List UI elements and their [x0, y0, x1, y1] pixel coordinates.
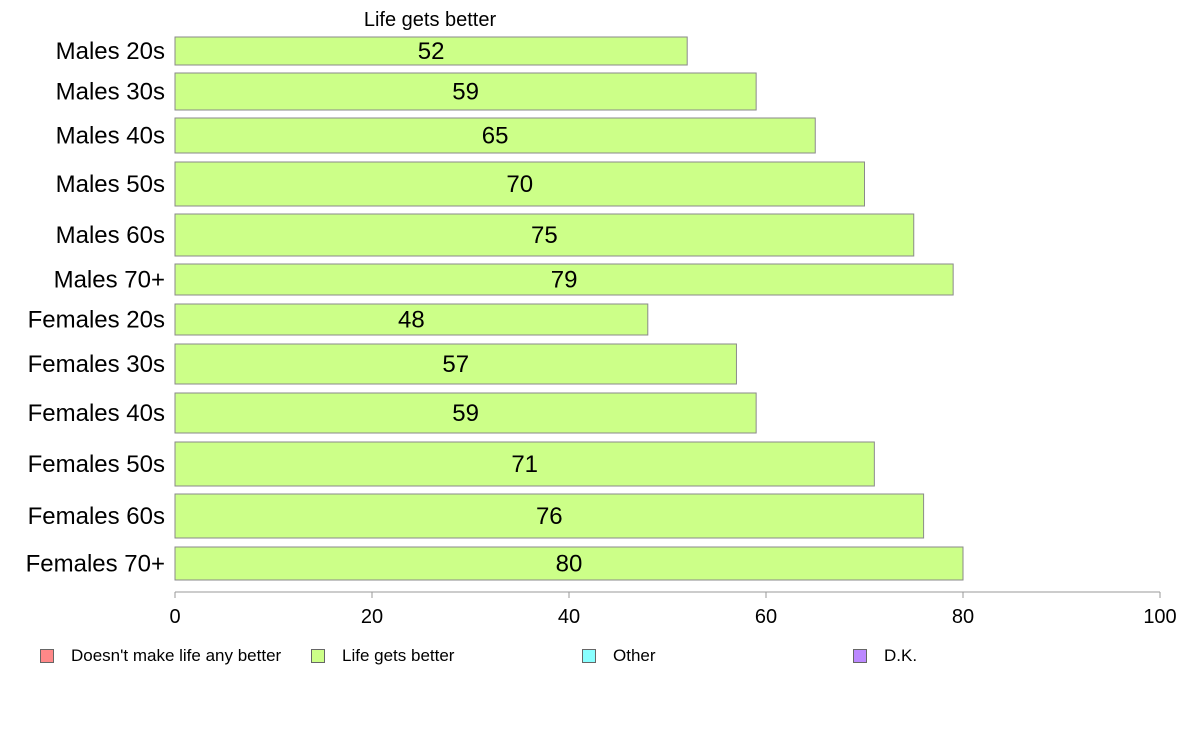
legend-item-dk: D.K. [853, 645, 917, 667]
series-header: Life gets better [364, 9, 497, 31]
category-label: Males 60s [56, 222, 165, 249]
bar [174, 36, 688, 66]
x-tick-label: 100 [1143, 606, 1176, 628]
legend-item-life-gets-better: Life gets better [311, 645, 454, 667]
data-label: 59 [452, 400, 479, 427]
bar [174, 343, 737, 385]
data-label: 65 [482, 123, 509, 150]
category-label: Males 70+ [54, 267, 165, 294]
legend-label: Doesn't make life any better [71, 646, 282, 665]
data-label: 70 [506, 171, 533, 198]
bars-group: Males 20s 52 Males 30s 59 Males 40s 65 Males 5… [26, 36, 964, 581]
x-tick-label: 60 [755, 606, 777, 628]
x-tick-label: 20 [361, 606, 383, 628]
bar [174, 213, 915, 257]
legend-swatch [311, 649, 325, 663]
data-label: 71 [511, 451, 538, 478]
legend-label: Life gets better [342, 646, 455, 665]
category-label: Females 20s [28, 307, 165, 334]
category-label: Females 60s [28, 503, 165, 530]
bar [174, 117, 816, 154]
legend-label: Other [613, 646, 656, 665]
legend-item-doesnt-make-better: Doesn't make life any better [40, 645, 281, 667]
data-label: 79 [551, 267, 578, 294]
legend-swatch [853, 649, 867, 663]
category-label: Males 40s [56, 123, 165, 150]
data-label: 80 [556, 551, 583, 578]
data-label: 59 [452, 79, 479, 106]
legend-label: D.K. [884, 646, 918, 665]
bar [174, 263, 954, 296]
data-label: 75 [531, 222, 558, 249]
x-tick-label: 0 [169, 606, 180, 628]
category-label: Females 50s [28, 451, 165, 478]
bar [174, 546, 964, 581]
category-label: Males 50s [56, 171, 165, 198]
bar [174, 441, 875, 487]
category-label: Males 20s [56, 38, 165, 65]
category-label: Males 30s [56, 79, 165, 106]
category-label: Females 30s [28, 351, 165, 378]
data-label: 57 [442, 351, 469, 378]
category-label: Females 70+ [26, 551, 165, 578]
bar [174, 72, 757, 111]
bar [174, 493, 925, 539]
data-label: 52 [418, 38, 445, 65]
bar [174, 161, 865, 207]
data-label: 48 [398, 307, 425, 334]
legend-swatch [40, 649, 54, 663]
category-label: Females 40s [28, 400, 165, 427]
legend: Doesn't make life any better Life gets b… [40, 645, 1160, 669]
bar [174, 303, 649, 336]
bar [174, 392, 757, 434]
data-label: 76 [536, 503, 563, 530]
x-tick-label: 40 [558, 606, 580, 628]
legend-swatch [582, 649, 596, 663]
x-axis: 0 20 40 60 80 100 [169, 591, 1177, 628]
x-tick-label: 80 [952, 606, 974, 628]
legend-item-other: Other [582, 645, 656, 667]
